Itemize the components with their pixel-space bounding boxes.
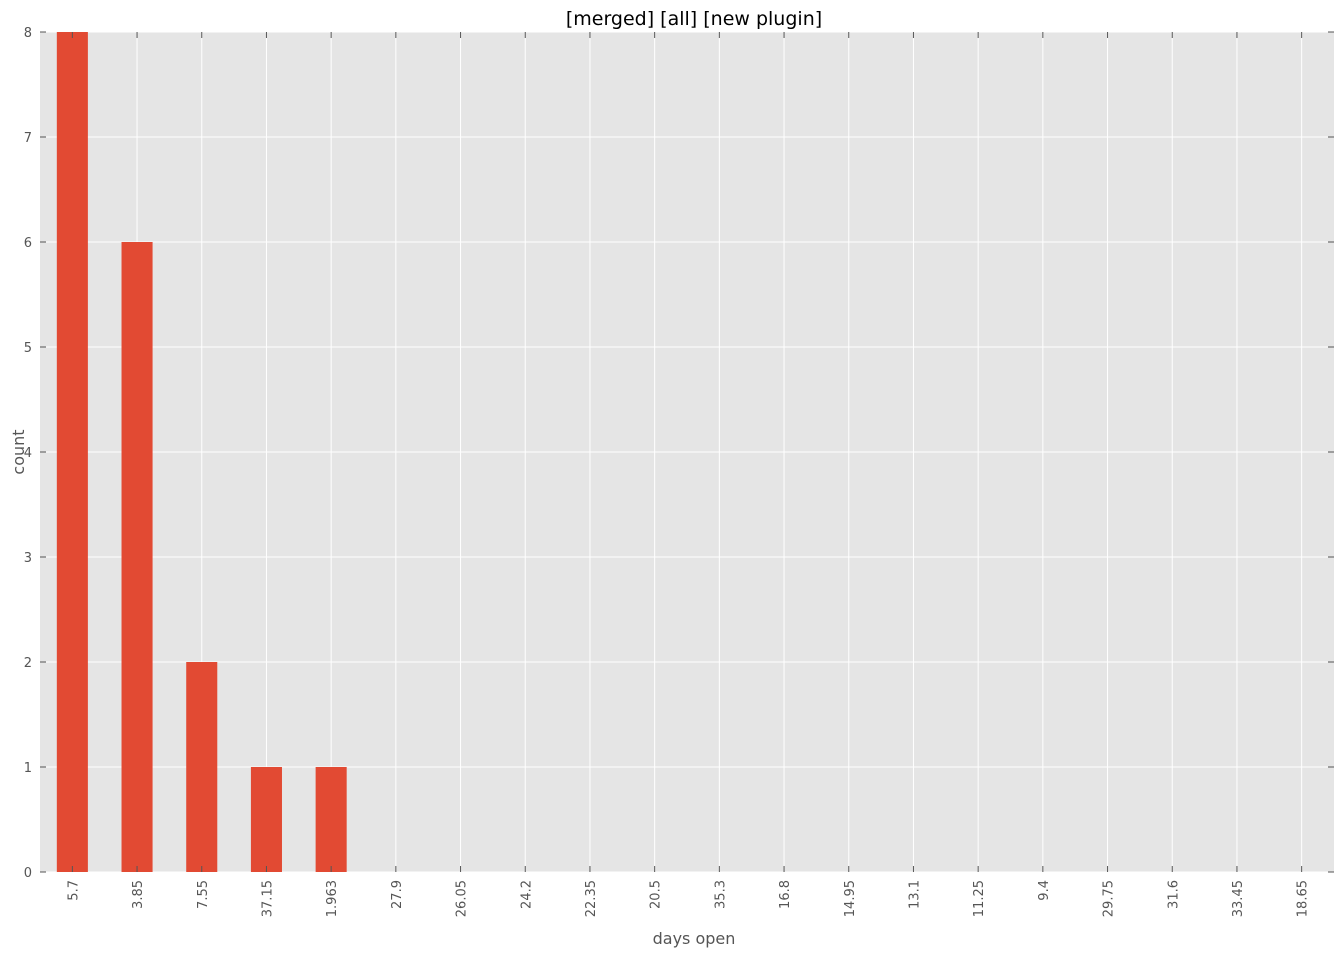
bar: [121, 242, 153, 872]
x-tick-label: 29.75: [1102, 880, 1117, 917]
x-tick-label: 33.45: [1231, 880, 1246, 917]
x-tick-label: 31.6: [1166, 880, 1181, 909]
tick-marks: [40, 31, 1334, 873]
x-tick-labels: 5.7 3.85 7.55 37.15 1.963 27.9 26.05 24.2 22.35 2…: [66, 880, 1310, 917]
x-tick-label: 27.9: [390, 880, 405, 909]
y-tick-label: 1: [24, 761, 32, 776]
x-tick-label: 18.65: [1296, 880, 1311, 917]
x-tick-label: 35.3: [713, 880, 728, 909]
y-axis-label: count: [9, 429, 28, 474]
x-axis-label: days open: [653, 929, 736, 948]
x-tick-label: 5.7: [66, 880, 81, 901]
x-tick-label: 1.963: [325, 880, 340, 917]
bars: [56, 32, 347, 872]
y-tick-labels: 0 1 2 3 4 5 6 7 8: [24, 26, 32, 881]
x-tick-label: 26.05: [455, 880, 470, 917]
x-tick-label: 37.15: [260, 880, 275, 917]
y-tick-label: 5: [24, 341, 32, 356]
y-tick-label: 0: [24, 866, 32, 881]
y-tick-label: 3: [24, 551, 32, 566]
bar: [186, 662, 218, 872]
x-tick-label: 11.25: [972, 880, 987, 917]
x-tick-label: 16.8: [778, 880, 793, 909]
y-tick-label: 2: [24, 656, 32, 671]
x-tick-label: 24.2: [519, 880, 534, 909]
x-tick-label: 14.95: [843, 880, 858, 917]
bar: [315, 767, 347, 872]
x-tick-label: 7.55: [196, 880, 211, 909]
y-tick-label: 7: [24, 131, 32, 146]
chart-title: [merged] [all] [new plugin]: [566, 8, 822, 30]
x-tick-label: 22.35: [584, 880, 599, 917]
x-tick-label: 9.4: [1037, 880, 1052, 901]
y-tick-label: 8: [24, 26, 32, 41]
bar: [250, 767, 282, 872]
y-tick-label: 6: [24, 236, 32, 251]
x-tick-label: 13.1: [907, 880, 922, 909]
x-tick-label: 3.85: [131, 880, 146, 909]
y-tick-label: 4: [24, 446, 32, 461]
x-tick-label: 20.5: [649, 880, 664, 909]
bar: [56, 32, 88, 872]
